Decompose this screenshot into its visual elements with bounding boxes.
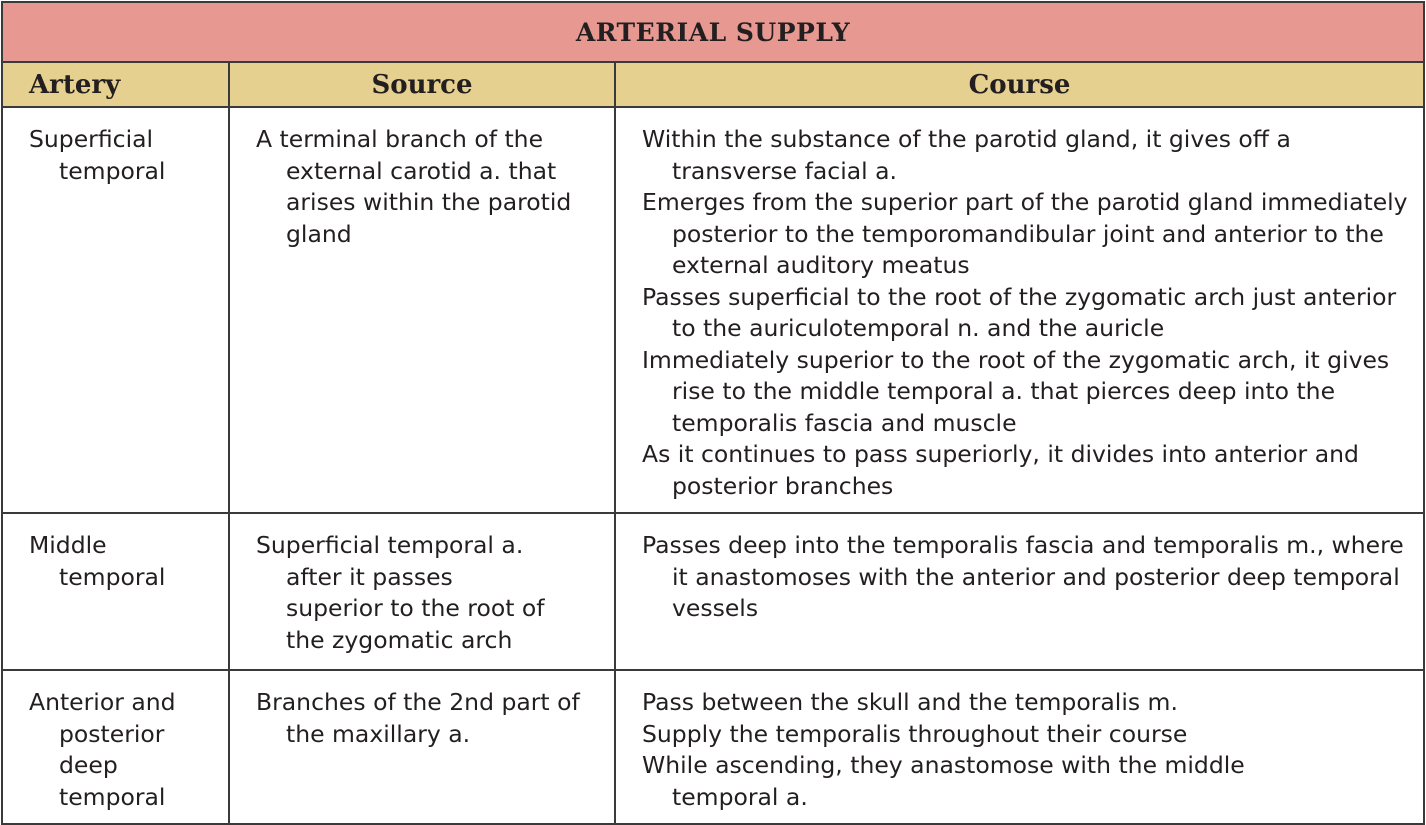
course-item: While ascending, they anastomose with th… bbox=[642, 751, 1245, 811]
course-item: Emerges from the superior part of the pa… bbox=[642, 188, 1408, 279]
table-row: Superficial temporal A terminal branch o… bbox=[1, 106, 1425, 514]
header-source: Source bbox=[228, 61, 616, 108]
course-item: Pass between the skull and the temporali… bbox=[642, 688, 1178, 716]
source-cell: Branches of the 2nd part of the maxillar… bbox=[256, 688, 580, 748]
course-item: As it continues to pass superiorly, it d… bbox=[642, 440, 1359, 500]
course-item: Passes superficial to the root of the zy… bbox=[642, 282, 1397, 343]
source-cell: Superficial temporal a. after it passes … bbox=[256, 531, 545, 654]
course-item: Within the substance of the parotid glan… bbox=[642, 125, 1291, 185]
table-row: Middle temporal Superficial temporal a. … bbox=[1, 512, 1425, 671]
source-cell: A terminal branch of the external caroti… bbox=[256, 125, 572, 248]
course-item: Passes deep into the temporalis fascia a… bbox=[642, 531, 1404, 622]
course-item: Immediately superior to the root of the … bbox=[642, 345, 1390, 437]
header-artery: Artery bbox=[1, 61, 230, 108]
header-course: Course bbox=[614, 61, 1425, 108]
course-item: Supply the temporalis throughout their c… bbox=[642, 719, 1188, 748]
artery-cell: Middle temporal bbox=[29, 531, 166, 591]
table-row: Anterior and posterior deep temporal Bra… bbox=[1, 669, 1425, 825]
artery-cell: Anterior and posterior deep temporal bbox=[29, 688, 176, 811]
artery-cell: Superficial temporal bbox=[29, 125, 166, 185]
table-title: ARTERIAL SUPPLY bbox=[1, 1, 1425, 63]
